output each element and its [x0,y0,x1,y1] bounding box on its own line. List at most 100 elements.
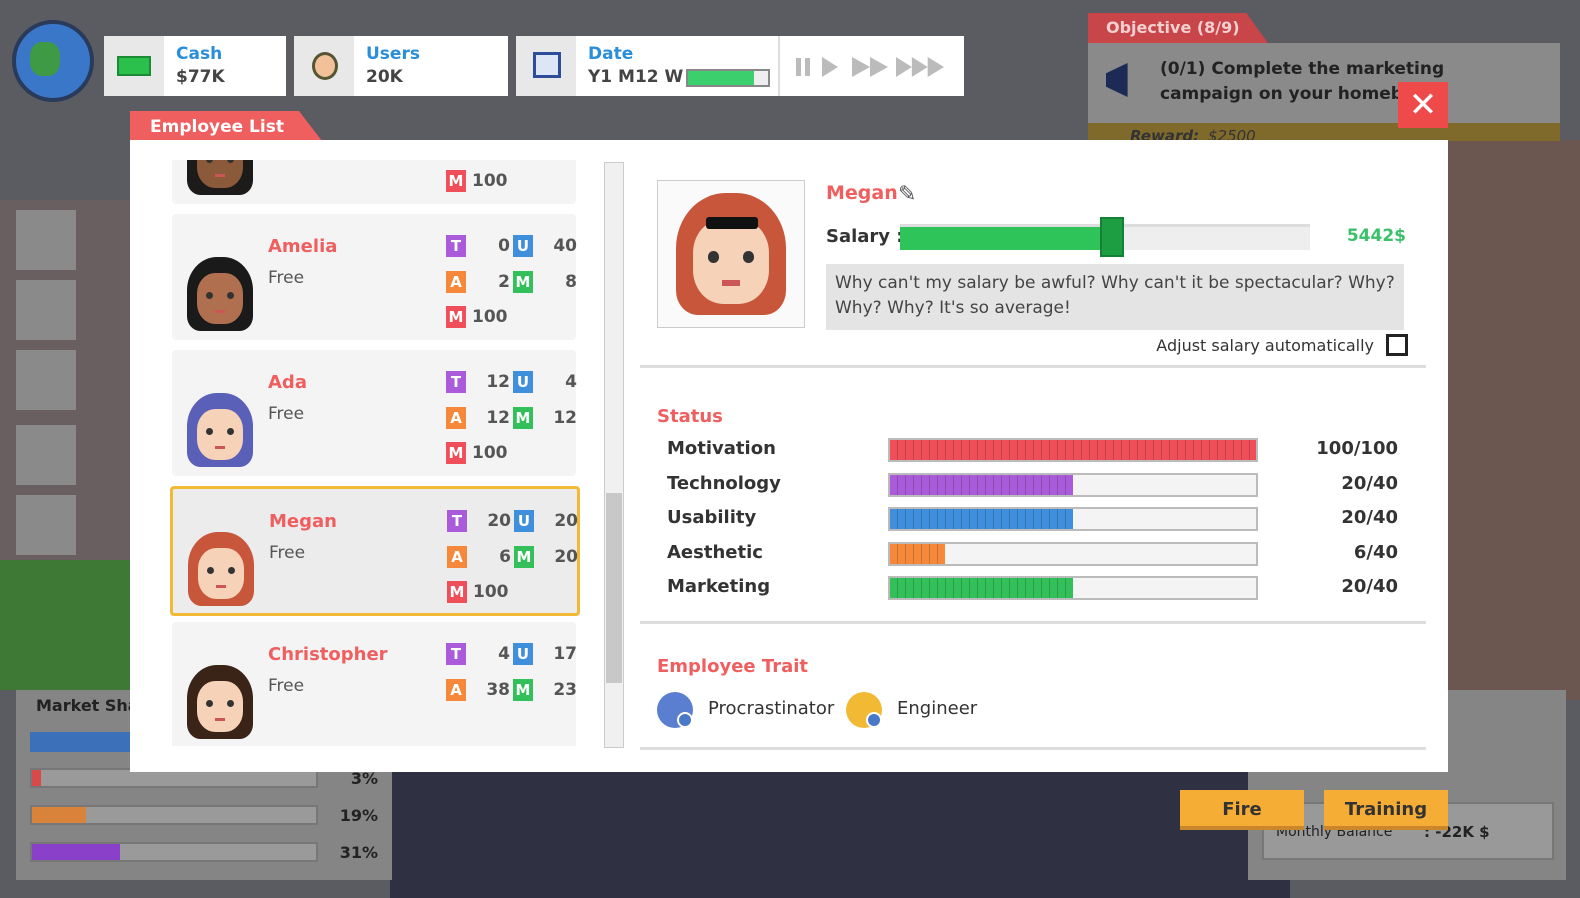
market-share-value: 3% [350,769,378,788]
fast-button[interactable] [852,57,888,77]
play-button[interactable] [822,57,838,77]
stat-value: 20 [487,511,511,531]
storage-button[interactable] [16,425,76,485]
fastest-button[interactable] [896,57,944,77]
avatar-mouth [214,717,226,722]
stat-letter: M [446,170,466,192]
stat-letter: A [446,678,466,701]
balance-box: Monthly Balance : -22K $ [1262,802,1554,860]
trait-card: Employee Trait Procrastinator Engineer [640,640,1426,750]
status-name: Marketing [667,576,771,598]
stat-value: 23 [553,679,577,700]
user-face-icon [312,52,338,80]
fire-button[interactable]: Fire [1180,790,1304,830]
salary-slider[interactable] [900,217,1310,257]
cash-label: Cash [176,44,223,64]
stat-value: 20 [554,511,578,531]
avatar-face [197,680,243,732]
market-bar-fill [32,770,41,786]
stat-value: 2 [498,271,510,292]
tools-button[interactable] [16,495,76,555]
stat-letter: U [514,510,534,532]
objective-text: (0/1) Complete the marketing campaign on… [1160,59,1445,104]
employee-card[interactable]: Christopher Free T 4 U 17 A 38 M 23 [172,622,577,746]
avatar [177,525,265,613]
building-button[interactable] [16,350,76,410]
megaphone-icon [1106,63,1128,97]
status-name: Usability [667,507,757,529]
stat-value: 0 [498,236,510,256]
avatar-eye [228,567,236,575]
objective-panel: (0/1) Complete the marketing campaign on… [1088,43,1560,141]
avatar [176,160,264,202]
quote-box: Why can't my salary be awful? Why can't … [826,264,1404,330]
employee-status: Free [269,543,306,563]
scrollbar[interactable] [604,162,624,748]
avatar-face [197,408,243,460]
stat-value: 6 [499,546,511,567]
avatar-mouth [722,280,740,287]
avatar-mouth [214,309,226,314]
stat-value: 100 [472,443,508,463]
status-bar [888,438,1258,462]
status-bar [888,576,1258,601]
stat-value: 100 [472,307,508,327]
trait-name: Procrastinator [708,698,835,719]
trait-icon-badge [866,712,882,728]
stat-value: 100 [473,582,509,602]
employee-status: Free [268,268,305,288]
objective-title: Objective (8/9) [1106,18,1240,37]
employee-name: Amelia [268,236,338,257]
employee-card-selected[interactable]: Megan Free T 20 U 20 A 6 M 20 M 100 [170,486,580,616]
employee-name: Ada [268,372,307,393]
stat-letter: A [447,545,467,568]
close-button[interactable]: ✕ [1398,82,1448,128]
avatar-face [197,272,243,324]
employee-card[interactable]: Amelia Free T 0 U 40 A 2 M 8 M 100 [172,214,577,340]
trait-icon [657,692,693,728]
employee-status: Free [268,676,305,696]
employee-card[interactable]: FreeA9M1M100 [172,160,576,204]
training-button[interactable]: Training [1324,790,1448,830]
stat-value: 4 [565,372,577,392]
portrait-frame [657,180,805,328]
employee-card[interactable]: Ada Free T 12 U 4 A 12 M 12 M 100 [172,350,577,476]
pause-button[interactable] [796,58,810,76]
status-name: Aesthetic [667,541,763,563]
auto-salary-checkbox[interactable] [1386,334,1408,356]
lawn [0,560,130,690]
users-label: Users [366,44,420,64]
avatar-mouth [214,173,226,178]
money-icon [117,56,151,76]
status-title: Status [657,406,723,427]
avatar-eye [205,292,213,300]
reward-label: Reward: [1130,127,1200,141]
cash-value: $77K [176,67,225,87]
avatar-eye [227,428,235,436]
stat-letter: A [446,270,466,293]
briefcase-button[interactable] [16,210,76,270]
status-name: Technology [667,472,781,494]
selected-name: Megan [826,182,898,204]
avatar-eye [205,700,213,708]
market-bar-fill [32,844,121,860]
status-card: Status Motivation 100/100 Technology 20/40 U… [640,384,1426,624]
avatar-eye [707,251,720,263]
status-value: 20/40 [1341,576,1398,598]
avatar-eye [206,567,214,575]
edit-name-button[interactable]: ✎ [898,182,917,207]
status-bar [888,507,1258,532]
auto-salary-label: Adjust salary automatically [1156,336,1374,355]
avatar-eye [205,428,213,436]
staff-button[interactable] [16,280,76,340]
globe-button[interactable] [12,20,94,102]
status-bar [888,541,1258,566]
employee-list: FreeA9M1M100AmeliaFreeT0U40A2M8M100AdaFr… [150,160,600,746]
sunglasses [706,217,758,229]
salary-handle[interactable] [1100,217,1124,257]
market-share-title: Market Sha [36,696,139,715]
avatar-eye [742,251,755,263]
scroll-thumb[interactable] [606,493,622,683]
stat-letter: T [447,510,467,532]
